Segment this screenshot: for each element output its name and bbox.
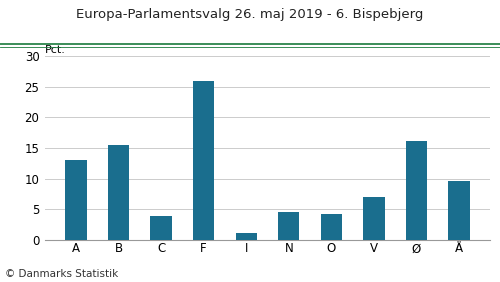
Text: © Danmarks Statistik: © Danmarks Statistik — [5, 269, 118, 279]
Text: Pct.: Pct. — [45, 45, 66, 54]
Bar — [278, 212, 299, 240]
Bar — [193, 81, 214, 240]
Bar — [236, 233, 257, 240]
Text: Europa-Parlamentsvalg 26. maj 2019 - 6. Bispebjerg: Europa-Parlamentsvalg 26. maj 2019 - 6. … — [76, 8, 424, 21]
Bar — [108, 145, 129, 240]
Bar — [448, 181, 470, 240]
Bar — [406, 141, 427, 240]
Bar — [150, 217, 172, 240]
Bar — [65, 160, 86, 240]
Bar — [320, 214, 342, 240]
Bar — [364, 197, 384, 240]
